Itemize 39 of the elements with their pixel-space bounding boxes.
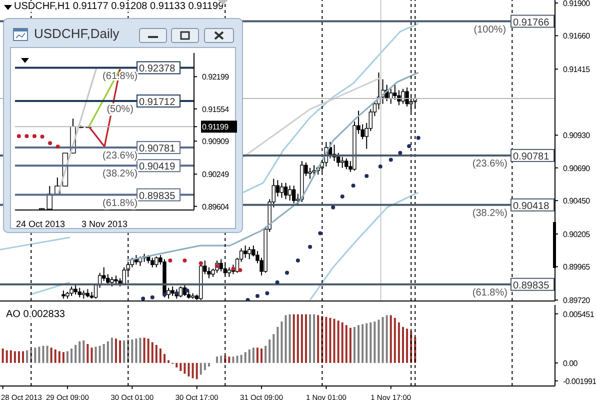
- y-tick-label: 0.91554: [202, 104, 230, 114]
- y-tick-label: 0.90690: [563, 164, 591, 173]
- x-tick-label: 24 Oct 2013: [16, 219, 66, 229]
- y-tick-label: 0.91415: [563, 65, 591, 74]
- y-tick-label: 0.89720: [563, 296, 591, 306]
- annotation: (38.2%): [102, 168, 138, 180]
- ref-line-label: 0.92378: [139, 64, 176, 75]
- y-tick-label: 0.00: [563, 358, 578, 368]
- y-tick-label: 0.90249: [202, 170, 230, 180]
- y-tick-label: 0.005451: [563, 310, 595, 319]
- ref-line-label: 0.91712: [139, 97, 176, 108]
- y-tick-label: 0.92199: [202, 72, 230, 82]
- ref-line-label: 0.90419: [139, 162, 176, 173]
- y-tick-label: 0.89604: [202, 202, 230, 212]
- ref-line-label: 0.90781: [513, 151, 550, 162]
- annotation: (38.2%): [472, 208, 508, 220]
- annotation: (23.6%): [102, 150, 138, 162]
- chart-title: AO 0.002833: [6, 309, 65, 320]
- ref-line-label: 0.90418: [513, 200, 550, 212]
- x-tick-label: 3 Nov 2013: [81, 219, 128, 229]
- chart-title: USDCHF,H1 0.91177 0.91208 0.91133 0.91199: [14, 1, 224, 12]
- chart-title: USDCHF,Daily: [34, 26, 120, 41]
- ref-line-label: 0.89835: [139, 190, 176, 202]
- annotation: (23.6%): [472, 158, 508, 170]
- y-tick-label: 0.90450: [563, 196, 591, 206]
- annotation: (100%): [474, 24, 506, 36]
- ref-line-label: 0.89835: [513, 280, 550, 292]
- y-tick-label: 0.90909: [202, 137, 230, 146]
- y-tick-label: 0.89965: [563, 262, 591, 272]
- y-tick-label: 0.90930: [563, 131, 591, 140]
- ref-line-label: 0.90781: [139, 144, 176, 155]
- y-tick-label: 0.91900: [563, 0, 591, 8]
- y-tick-label: 0.90205: [563, 230, 591, 239]
- y-tick-label: 0.91660: [563, 32, 591, 41]
- y-tick-label: 0.91199: [202, 122, 230, 132]
- y-tick-label: -0.001991: [563, 376, 596, 386]
- ref-line-label: 0.91766: [513, 17, 550, 28]
- annotation: (61.8%): [472, 287, 508, 298]
- annotation: (61.8%): [102, 198, 138, 209]
